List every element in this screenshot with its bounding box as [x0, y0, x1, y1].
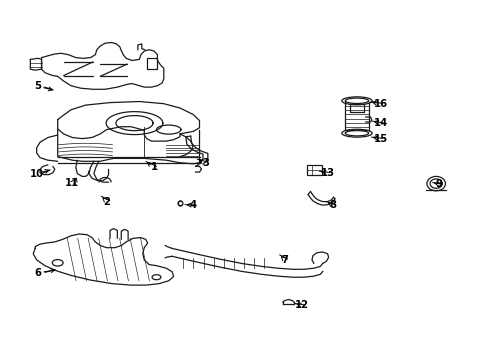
Text: 13: 13	[320, 168, 334, 178]
Text: 3: 3	[202, 158, 208, 168]
Text: 14: 14	[372, 118, 387, 128]
Text: 5: 5	[35, 81, 41, 91]
Text: 4: 4	[189, 200, 196, 210]
Text: 15: 15	[373, 134, 386, 144]
Text: 8: 8	[328, 200, 335, 210]
Text: 10: 10	[30, 168, 44, 179]
Text: 7: 7	[281, 255, 287, 265]
Text: 1: 1	[150, 162, 157, 172]
Text: 9: 9	[435, 179, 442, 189]
Text: 12: 12	[295, 300, 308, 310]
Text: 2: 2	[103, 197, 110, 207]
Text: 11: 11	[65, 178, 80, 188]
Text: 16: 16	[373, 99, 386, 109]
Text: 6: 6	[35, 268, 41, 278]
